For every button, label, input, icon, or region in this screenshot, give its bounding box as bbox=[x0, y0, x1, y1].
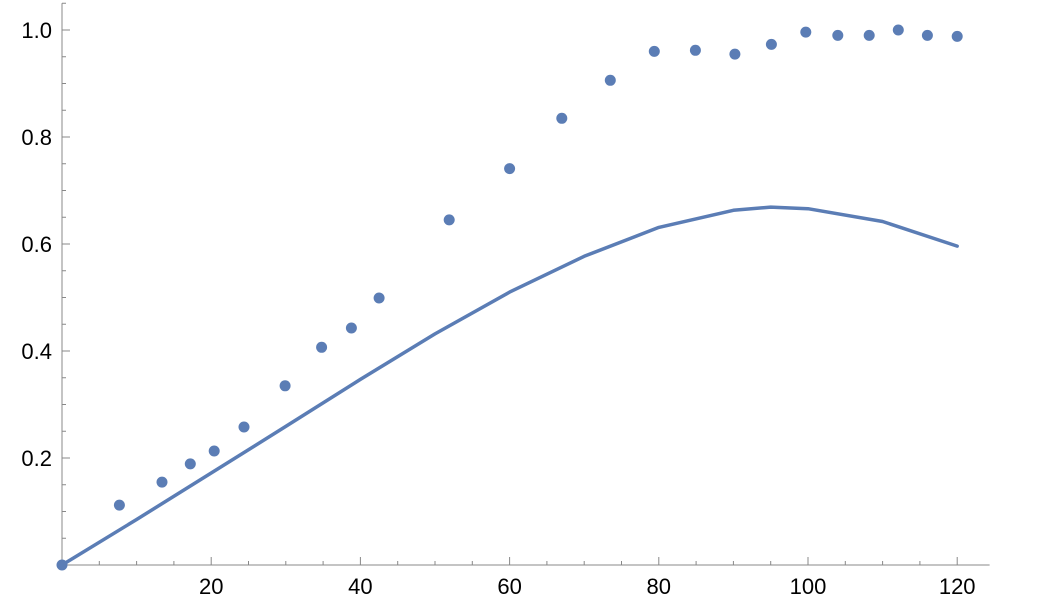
data-point bbox=[648, 45, 660, 57]
data-point bbox=[238, 421, 250, 433]
x-tick-label: 80 bbox=[647, 574, 671, 599]
x-tick-label: 20 bbox=[199, 574, 223, 599]
x-tick-label: 40 bbox=[348, 574, 372, 599]
data-point bbox=[556, 112, 568, 124]
x-tick-label: 120 bbox=[939, 574, 976, 599]
data-point bbox=[832, 29, 844, 41]
axes bbox=[61, 3, 990, 566]
data-point bbox=[604, 74, 616, 86]
data-point bbox=[208, 445, 220, 457]
data-point bbox=[504, 163, 516, 175]
y-tick-label: 0.8 bbox=[21, 125, 52, 150]
x-tick-label: 100 bbox=[790, 574, 827, 599]
y-tick-label: 0.6 bbox=[21, 232, 52, 257]
data-point bbox=[892, 24, 904, 36]
data-point bbox=[729, 48, 741, 60]
data-point bbox=[921, 29, 933, 41]
y-tick-label: 0.4 bbox=[21, 339, 52, 364]
data-point bbox=[113, 499, 125, 511]
data-point bbox=[184, 458, 196, 470]
x-tick-label: 60 bbox=[497, 574, 521, 599]
ticks bbox=[62, 2, 958, 565]
data-point bbox=[56, 559, 68, 571]
y-tick-label: 1.0 bbox=[21, 18, 52, 43]
data-point bbox=[345, 322, 357, 334]
data-point bbox=[800, 26, 812, 38]
tick-labels: 20 40 60 80 100 120 0.2 0.4 0.6 0.8 1.0 bbox=[21, 18, 975, 599]
data-point bbox=[863, 29, 875, 41]
data-point bbox=[316, 341, 328, 353]
y-tick-label: 0.2 bbox=[21, 446, 52, 471]
data-point bbox=[443, 214, 455, 226]
data-point bbox=[156, 476, 168, 488]
fit-curve-line bbox=[60, 205, 959, 567]
data-point bbox=[373, 292, 385, 304]
data-point bbox=[279, 380, 291, 392]
series bbox=[56, 24, 963, 571]
data-point bbox=[951, 30, 963, 42]
data-point bbox=[689, 44, 701, 56]
data-point bbox=[765, 38, 777, 50]
